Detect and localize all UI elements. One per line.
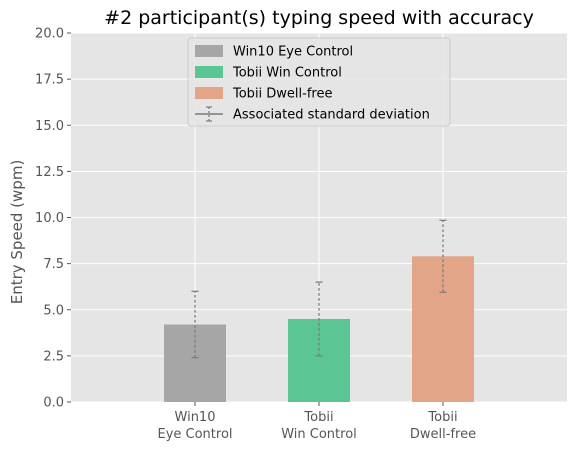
legend-item-3: Associated standard deviation bbox=[195, 106, 430, 123]
legend-swatch-2 bbox=[195, 87, 223, 99]
bar-1 bbox=[288, 318, 350, 402]
legend-box bbox=[187, 37, 451, 127]
legend-item-1: Tobii Win Control bbox=[195, 66, 342, 81]
y-tick-label-2: 5.0 bbox=[43, 303, 64, 318]
legend-swatch-0 bbox=[195, 45, 223, 57]
error-bar-0 bbox=[191, 290, 199, 359]
y-axis-label: Entry Speed (wpm) bbox=[8, 160, 26, 305]
x-axis-ticks: Win10 Eye Control Tobii Win Control Tobii Dwe… bbox=[157, 402, 476, 442]
legend-item-0: Win10 Eye Control bbox=[195, 45, 353, 60]
x-tick-label-2: Tobii Dwell-free bbox=[410, 410, 476, 442]
y-tick-label-4: 10.0 bbox=[35, 211, 64, 226]
legend-label-0: Win10 Eye Control bbox=[233, 45, 353, 60]
y-tick-label-0: 0.0 bbox=[43, 396, 64, 411]
bar-2 bbox=[412, 256, 474, 402]
legend-swatch-1 bbox=[195, 66, 223, 78]
x-tick-label-0: Win10 Eye Control bbox=[157, 410, 232, 442]
y-tick-label-3: 7.5 bbox=[43, 257, 64, 272]
bars bbox=[164, 256, 474, 402]
legend: Win10 Eye Control Tobii Win Control Tobii … bbox=[187, 37, 451, 127]
y-tick-label-8: 20.0 bbox=[35, 27, 64, 42]
y-tick-label-7: 17.5 bbox=[35, 73, 64, 88]
error-bars bbox=[191, 219, 447, 359]
error-bar-1 bbox=[315, 281, 323, 357]
y-tick-label-1: 2.5 bbox=[43, 349, 64, 364]
legend-label-3: Associated standard deviation bbox=[233, 108, 430, 123]
y-tick-label-6: 15.0 bbox=[35, 119, 64, 134]
legend-item-2: Tobii Dwell-free bbox=[195, 87, 332, 102]
y-axis-ticks: 0.0 2.5 5.0 7.5 10.0 12.5 15.0 17.5 20.0 bbox=[35, 27, 71, 411]
legend-swatch-3 bbox=[195, 106, 223, 122]
y-tick-label-5: 12.5 bbox=[35, 165, 64, 180]
chart-title: #2 participant(s) typing speed with accu… bbox=[104, 7, 534, 29]
legend-label-2: Tobii Dwell-free bbox=[232, 87, 332, 102]
legend-label-1: Tobii Win Control bbox=[232, 66, 342, 81]
error-bar-2 bbox=[439, 219, 447, 293]
x-tick-label-1: Tobii Win Control bbox=[281, 410, 357, 442]
